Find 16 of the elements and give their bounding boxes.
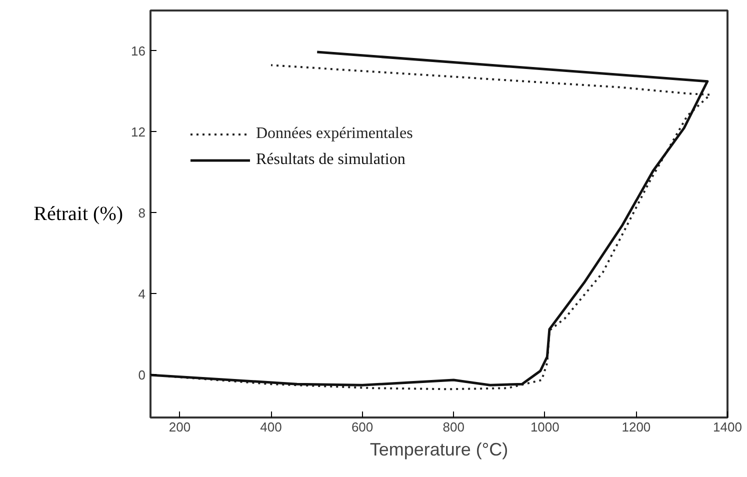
legend-label: Données expérimentales bbox=[256, 125, 413, 143]
x-tick-label: 800 bbox=[442, 420, 464, 434]
x-axis-title: Temperature (°C) bbox=[370, 440, 508, 460]
x-tick-label: 1000 bbox=[530, 420, 560, 434]
x-tick-label: 600 bbox=[351, 420, 374, 434]
y-tick-label: 4 bbox=[138, 286, 146, 302]
y-axis-title: Rétrait (%) bbox=[34, 203, 124, 225]
x-tick-label: 200 bbox=[168, 420, 191, 434]
y-tick-label: 0 bbox=[138, 367, 146, 382]
y-tick-label: 8 bbox=[138, 205, 146, 220]
x-tick-label: 400 bbox=[260, 420, 282, 434]
x-tick-label: 1400 bbox=[713, 420, 742, 434]
legend-label: Résultats de simulation bbox=[256, 151, 406, 169]
y-tick-label: 16 bbox=[131, 44, 146, 58]
x-tick-label: 1200 bbox=[622, 420, 651, 434]
y-tick-label: 12 bbox=[131, 124, 146, 140]
